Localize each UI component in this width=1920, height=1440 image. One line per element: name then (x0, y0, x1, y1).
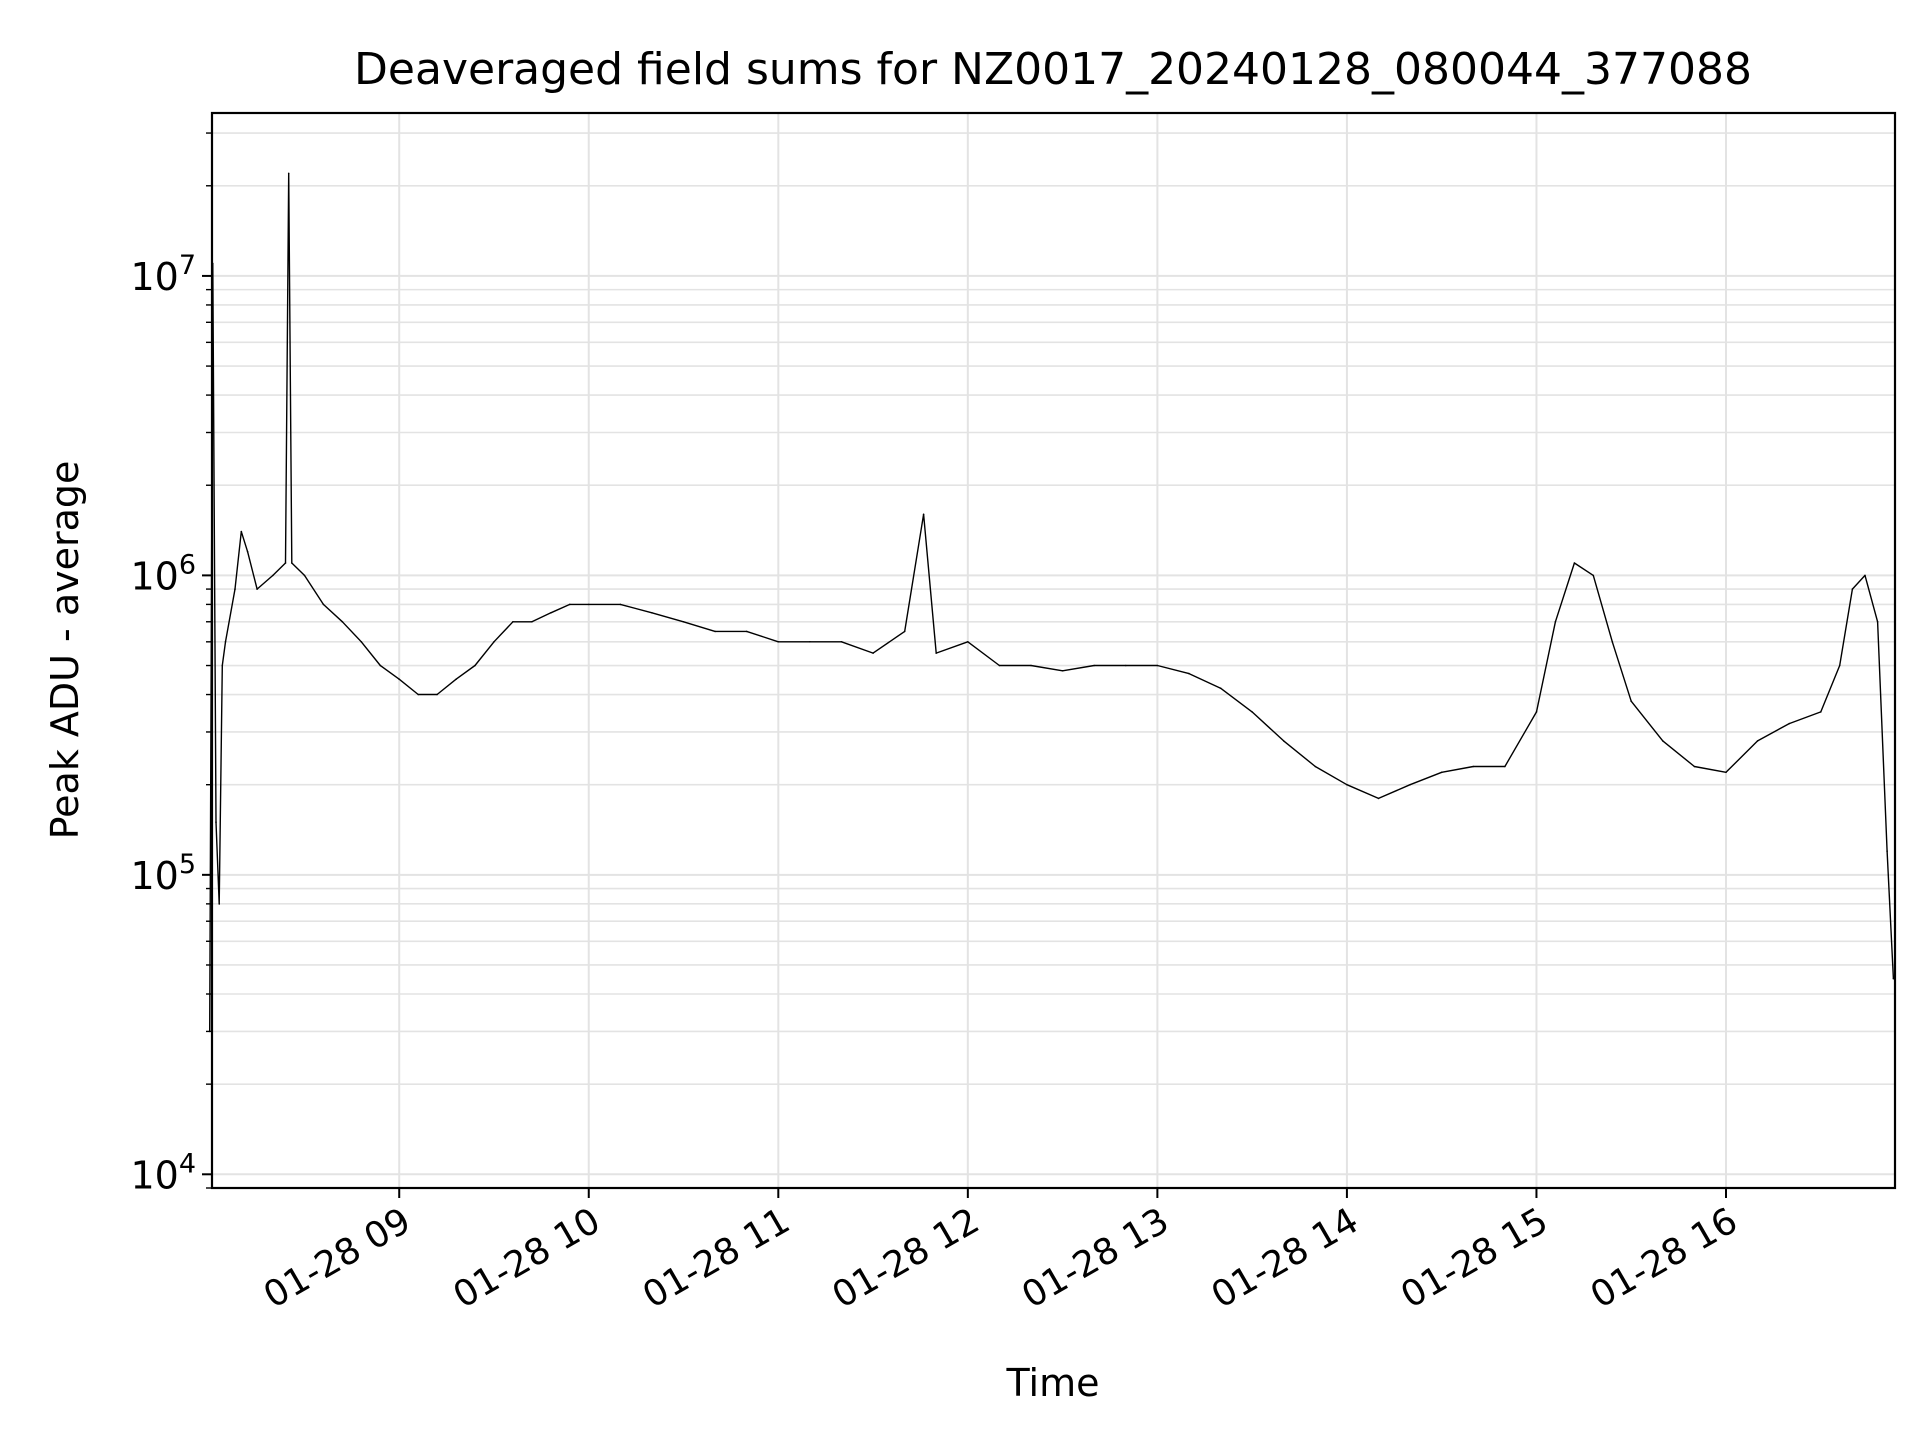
data-point (474, 665, 476, 667)
data-point (967, 641, 969, 643)
data-point (1886, 850, 1888, 852)
data-point (872, 652, 874, 654)
data-point (256, 588, 258, 590)
data-point (398, 678, 400, 680)
data-point (1662, 740, 1664, 742)
data-point (683, 621, 685, 623)
data-point (304, 575, 306, 577)
data-point (1093, 665, 1095, 667)
data-point (222, 665, 224, 667)
data-point (1473, 766, 1475, 768)
data-point (1251, 711, 1253, 713)
data-point (215, 821, 217, 823)
data-point (1820, 711, 1822, 713)
data-point (1877, 621, 1879, 623)
data-point (1555, 621, 1557, 623)
data-point (841, 641, 843, 643)
data-point (288, 173, 290, 175)
data-point (1220, 687, 1222, 689)
data-point (778, 641, 780, 643)
data-point (342, 621, 344, 623)
data-point (531, 621, 533, 623)
data-point (1864, 575, 1866, 577)
data-point (1694, 766, 1696, 768)
x-axis-label: Time (1006, 1361, 1100, 1405)
data-point (247, 551, 249, 553)
data-point (1536, 711, 1538, 713)
data-point (1062, 670, 1064, 672)
data-point (234, 588, 236, 590)
data-point (1788, 723, 1790, 725)
data-point (1757, 740, 1759, 742)
data-point (651, 612, 653, 614)
data-point (714, 631, 716, 633)
data-point (923, 514, 925, 516)
data-point (999, 665, 1001, 667)
data-point (1504, 766, 1506, 768)
data-point (620, 604, 622, 606)
data-point (218, 903, 220, 905)
data-point (493, 641, 495, 643)
data-point (361, 641, 363, 643)
data-point (1030, 665, 1032, 667)
data-point (1630, 700, 1632, 702)
data-point (904, 631, 906, 633)
data-point (241, 531, 243, 533)
data-point (1409, 784, 1411, 786)
data-point (1593, 575, 1595, 577)
data-point (1346, 784, 1348, 786)
data-point (550, 612, 552, 614)
data-point (417, 694, 419, 696)
chart-title: Deaveraged field sums for NZ0017_2024012… (354, 44, 1752, 95)
data-point (1378, 798, 1380, 800)
data-point (935, 652, 937, 654)
data-point (809, 641, 811, 643)
data-point (285, 562, 287, 564)
data-point (1612, 641, 1614, 643)
data-point (291, 562, 293, 564)
data-point (746, 631, 748, 633)
data-point (512, 621, 514, 623)
data-point (1188, 673, 1190, 675)
data-point (455, 678, 457, 680)
data-point (1725, 772, 1727, 774)
data-point (1315, 766, 1317, 768)
data-point (272, 575, 274, 577)
data-point (225, 641, 227, 643)
data-point (1157, 665, 1159, 667)
data-point (1283, 740, 1285, 742)
y-axis-label: Peak ADU - average (43, 461, 87, 840)
data-point (1574, 562, 1576, 564)
data-point (1441, 772, 1443, 774)
data-point (380, 665, 382, 667)
data-point (569, 604, 571, 606)
data-point (323, 604, 325, 606)
data-point (1839, 665, 1841, 667)
data-point (1852, 588, 1854, 590)
data-point (1125, 665, 1127, 667)
data-point (436, 694, 438, 696)
data-point (588, 604, 590, 606)
